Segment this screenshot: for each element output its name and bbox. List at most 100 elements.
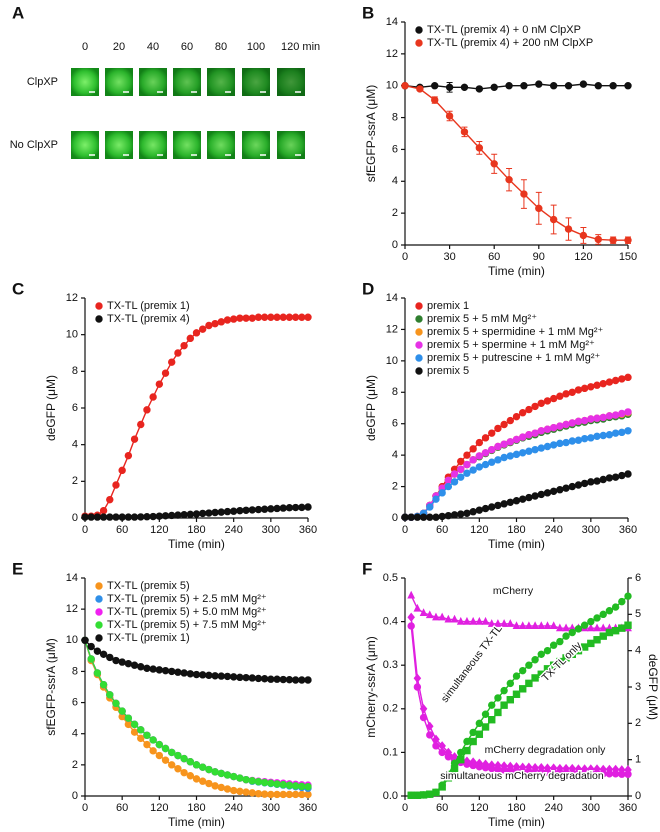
marker (500, 619, 508, 627)
x-tick-label: 0 (402, 802, 408, 814)
marker (174, 751, 182, 760)
marker (438, 748, 446, 757)
marker (205, 765, 213, 774)
marker (99, 513, 108, 521)
series (81, 636, 312, 791)
marker (587, 415, 595, 423)
y-tick-label: 2 (72, 759, 78, 771)
marker (605, 474, 614, 482)
y-tick-label: 0.2 (383, 703, 398, 715)
marker (611, 411, 620, 419)
marker (506, 416, 515, 425)
marker (118, 466, 126, 475)
marker (512, 412, 521, 421)
legend-label: premix 5 (427, 365, 469, 377)
marker (549, 423, 558, 432)
marker (180, 511, 188, 519)
legend-label: TX-TL (premix 4) (107, 313, 190, 325)
marker (512, 450, 521, 459)
marker (118, 658, 126, 666)
marker (494, 694, 502, 702)
marker (531, 429, 539, 437)
marker (112, 699, 120, 708)
marker (106, 513, 114, 521)
marker (95, 634, 103, 642)
marker (415, 26, 423, 34)
marker (487, 619, 496, 627)
marker (450, 478, 459, 486)
y-tick-label: 12 (386, 48, 398, 60)
series (401, 82, 632, 245)
marker (137, 420, 145, 429)
series (407, 621, 632, 799)
marker (456, 616, 465, 625)
x-tick-label: 150 (619, 251, 637, 263)
marker (211, 672, 219, 680)
marker (457, 510, 465, 518)
marker (217, 769, 225, 778)
marker (535, 204, 543, 213)
marker (304, 313, 312, 321)
marker (494, 424, 502, 433)
marker (223, 771, 232, 779)
marker (481, 449, 490, 457)
marker (531, 621, 539, 630)
marker (192, 670, 201, 679)
marker (124, 720, 133, 729)
marker (475, 506, 484, 514)
marker (438, 612, 447, 621)
marker (211, 319, 219, 328)
marker (211, 508, 219, 517)
marker (174, 511, 182, 519)
marker (469, 445, 477, 453)
y-tick-label: 8 (72, 665, 78, 677)
column-label: 0 (82, 41, 88, 53)
panel-label: F (362, 559, 372, 578)
series (81, 636, 312, 799)
legend-label: TX-TL (premix 4) + 0 nM ClpXP (427, 24, 581, 36)
marker (506, 679, 515, 688)
legend-label: premix 5 + spermidine + 1 mM Mg²⁺ (427, 326, 604, 338)
marker (211, 782, 219, 790)
marker (599, 623, 608, 632)
marker (488, 429, 496, 437)
marker (463, 616, 471, 625)
marker (531, 402, 539, 411)
marker (624, 621, 632, 629)
x-tick-label: 180 (187, 802, 205, 814)
marker (549, 641, 558, 649)
marker (525, 493, 533, 502)
marker (291, 503, 300, 512)
marker (518, 621, 527, 630)
marker (186, 758, 195, 766)
marker (137, 663, 145, 671)
marker (426, 790, 434, 798)
marker (580, 621, 589, 629)
y2-tick-label: 4 (635, 645, 641, 657)
marker (593, 432, 601, 440)
marker (432, 742, 440, 750)
marker (273, 313, 281, 321)
marker (236, 673, 244, 682)
marker (531, 674, 539, 682)
y-tick-label: 0.4 (383, 616, 398, 628)
marker (254, 674, 263, 683)
column-label: 20 (113, 41, 125, 53)
y-tick-label: 4 (72, 728, 78, 740)
marker (460, 83, 469, 92)
marker (149, 512, 157, 521)
x-tick-label: 300 (582, 802, 600, 814)
marker (217, 318, 225, 326)
marker (457, 748, 465, 757)
marker (580, 479, 589, 488)
marker (205, 321, 213, 330)
y-tick-label: 14 (386, 16, 398, 28)
marker (562, 632, 570, 640)
marker (599, 475, 607, 484)
marker (450, 470, 459, 478)
marker (415, 367, 423, 375)
marker (469, 761, 477, 770)
marker (192, 761, 201, 769)
y-tick-label: 12 (386, 323, 398, 335)
marker (490, 83, 498, 92)
